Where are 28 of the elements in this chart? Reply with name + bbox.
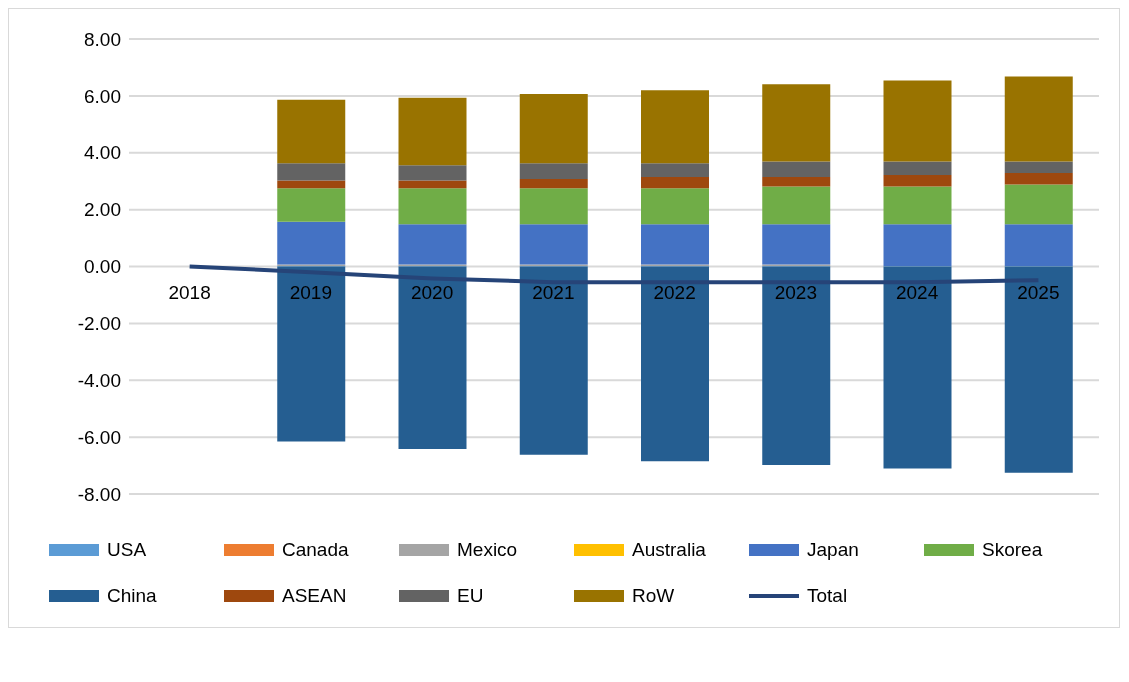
x-tick-label: 2023 <box>774 281 818 303</box>
legend-label: Total <box>807 585 848 607</box>
legend-label: China <box>107 585 157 607</box>
x-tick-label: 2022 <box>653 281 696 303</box>
legend-label: Canada <box>282 539 349 561</box>
x-tick-label: 2025 <box>1017 281 1060 303</box>
x-tick-label: 2024 <box>895 281 939 303</box>
x-tick-label: 2020 <box>410 281 454 303</box>
legend-label: Mexico <box>457 539 518 561</box>
y-tick-label: -4.00 <box>77 369 121 391</box>
legend-label: ASEAN <box>282 585 347 607</box>
y-tick-label: 4.00 <box>84 142 121 164</box>
legend-label: EU <box>457 585 484 607</box>
y-tick-label: 6.00 <box>84 85 121 107</box>
y-tick-label: -6.00 <box>77 426 121 448</box>
y-tick-label: -8.00 <box>77 483 121 505</box>
legend-label: USA <box>107 539 147 561</box>
x-tick-label: 2018 <box>168 281 211 303</box>
legend-label: Skorea <box>982 539 1043 561</box>
legend-label: Japan <box>807 539 859 561</box>
y-tick-label: 2.00 <box>84 199 121 221</box>
x-tick-label: 2021 <box>532 281 575 303</box>
y-tick-label: 8.00 <box>84 28 121 50</box>
legend-label: Australia <box>632 539 706 561</box>
legend-label: RoW <box>632 585 675 607</box>
x-tick-label: 2019 <box>289 281 333 303</box>
y-tick-label: 0.00 <box>84 256 121 278</box>
y-tick-label: -2.00 <box>77 313 121 335</box>
